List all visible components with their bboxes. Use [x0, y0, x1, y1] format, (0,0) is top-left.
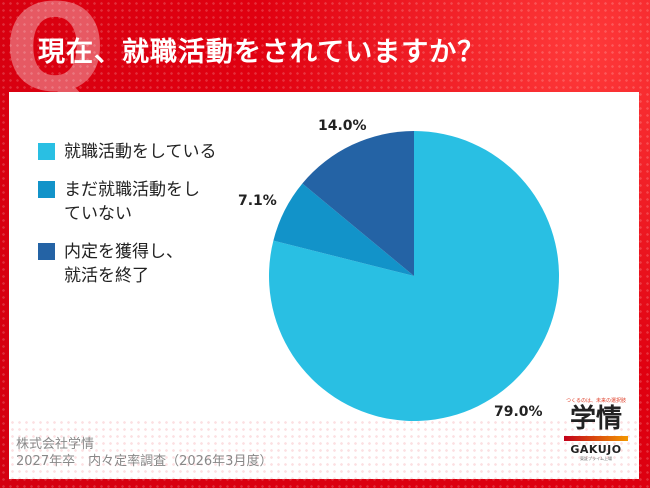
source-note: 株式会社学情 2027年卒 内々定率調査（2026年3月度）: [16, 436, 272, 470]
slice-label-2: 14.0%: [318, 118, 367, 134]
legend-swatch: [38, 143, 55, 160]
legend: 就職活動をしている まだ就職活動をしていない 内定を獲得し、就活を終了: [38, 140, 224, 302]
pie-slice-0: [269, 131, 559, 422]
panel-dot-pattern: [9, 419, 639, 479]
slice-label-0: 79.0%: [494, 404, 543, 420]
slice-label-1: 7.1%: [238, 193, 277, 209]
logo-name: 学情: [569, 404, 622, 434]
pie-slice-2: [302, 131, 414, 276]
pie-slice-1: [273, 183, 414, 276]
pie-chart: [269, 131, 559, 422]
logo-name-en: GAKUJO: [570, 443, 622, 456]
legend-label: まだ就職活動をしていない: [64, 180, 200, 224]
page-title: 現在、就職活動をされていますか？: [38, 37, 486, 68]
q-mark-icon: Q: [4, 0, 107, 119]
legend-swatch: [38, 243, 55, 260]
legend-item: 内定を獲得し、就活を終了: [38, 240, 224, 288]
legend-label: 内定を獲得し、就活を終了: [64, 242, 183, 286]
gakujo-logo: つくるのは、未来の選択肢 学情 GAKUJO 東証プライム上場: [556, 397, 636, 462]
logo-bar: [564, 436, 628, 441]
legend-swatch: [38, 181, 55, 198]
source-company: 株式会社学情: [16, 437, 95, 452]
logo-tagline: つくるのは、未来の選択肢: [566, 398, 626, 404]
legend-label: 就職活動をしている: [64, 142, 217, 162]
legend-item: まだ就職活動をしていない: [38, 178, 224, 226]
legend-item: 就職活動をしている: [38, 140, 224, 164]
logo-sub: 東証プライム上場: [580, 456, 612, 461]
source-survey: 2027年卒 内々定率調査（2026年3月度）: [16, 454, 273, 469]
